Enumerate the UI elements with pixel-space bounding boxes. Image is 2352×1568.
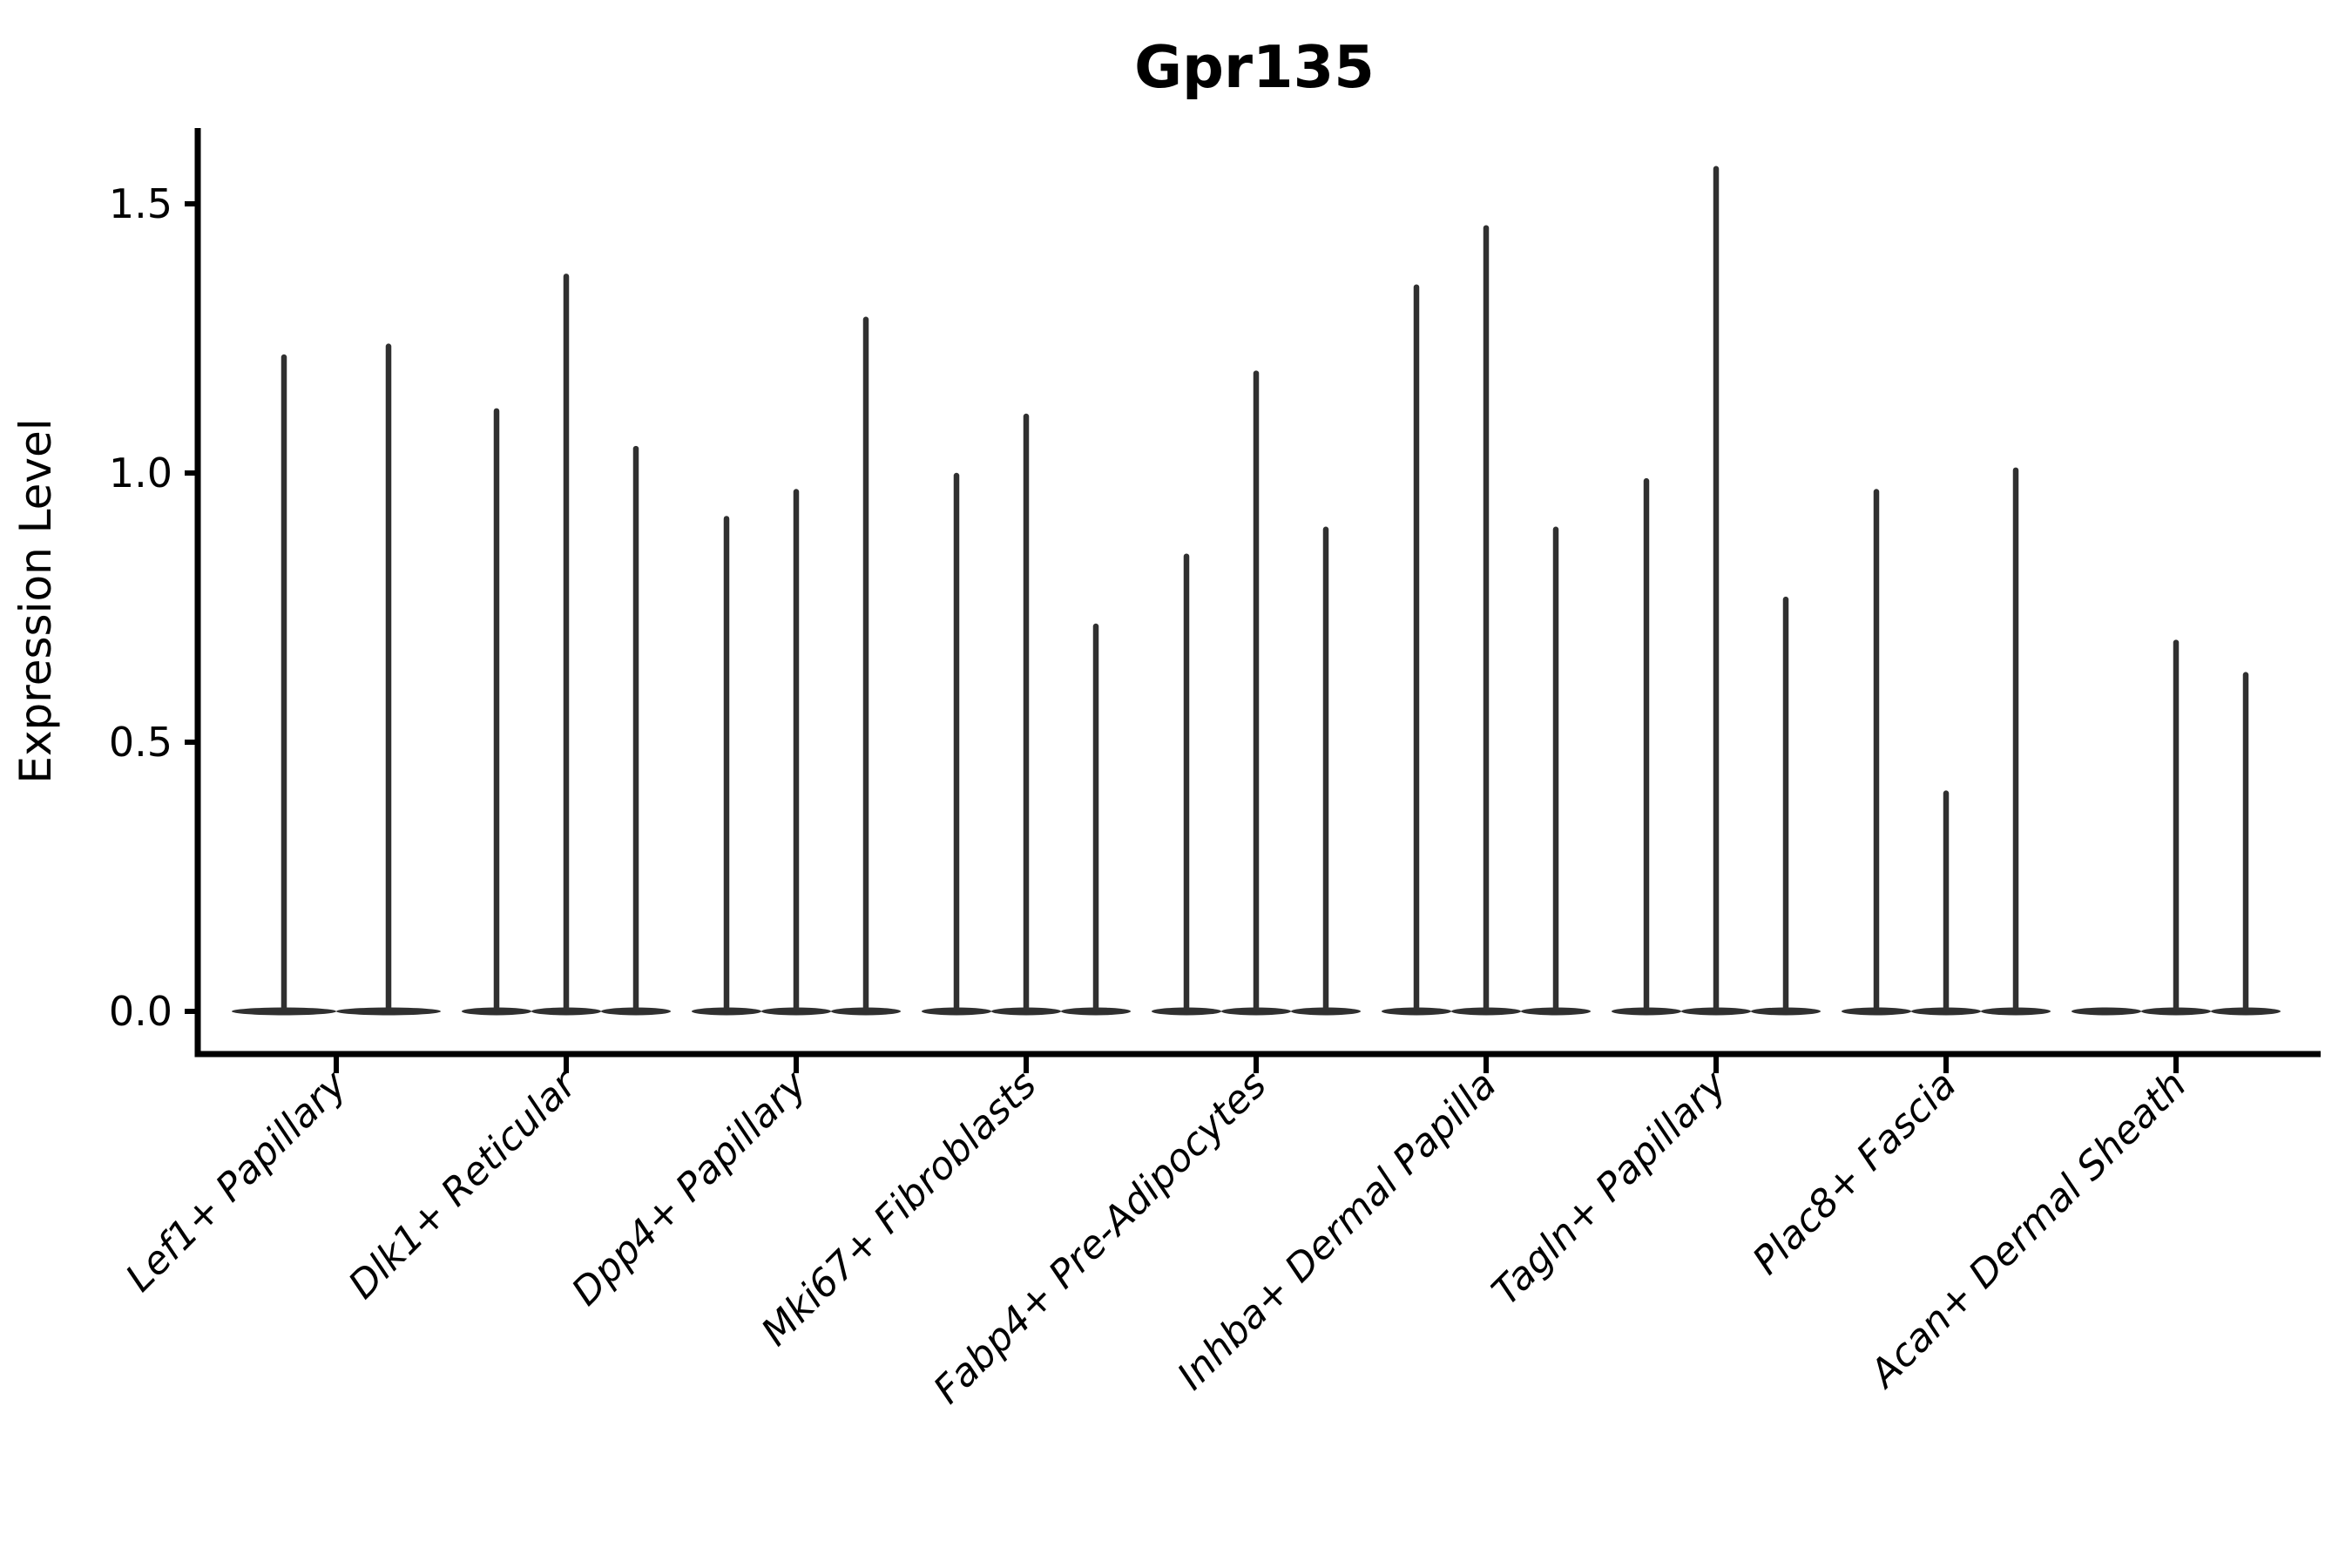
y-axis-label: Expression Level bbox=[10, 418, 61, 783]
x-tick-label: Dpp4+ Papillary bbox=[564, 1062, 816, 1315]
x-tick-label: Lef1+ Papillary bbox=[118, 1062, 356, 1301]
violin-base bbox=[2072, 1007, 2141, 1016]
x-tick-label: Tagln+ Papillary bbox=[1484, 1062, 1735, 1314]
y-tick-label: 0.5 bbox=[109, 719, 172, 766]
chart-title: Gpr135 bbox=[1134, 33, 1375, 101]
y-axis-ticks: 0.0 0.5 1.0 1.5 bbox=[109, 180, 195, 1035]
x-tick-label: Dlk1+ Reticular bbox=[340, 1061, 586, 1308]
y-tick-label: 0.0 bbox=[109, 988, 172, 1035]
y-tick-label: 1.0 bbox=[109, 449, 172, 497]
axes-spines bbox=[194, 128, 2321, 1058]
x-tick-label: Plac8+ Fascia bbox=[1744, 1063, 1964, 1283]
y-tick-label: 1.5 bbox=[109, 180, 172, 227]
violins bbox=[232, 166, 2281, 1016]
